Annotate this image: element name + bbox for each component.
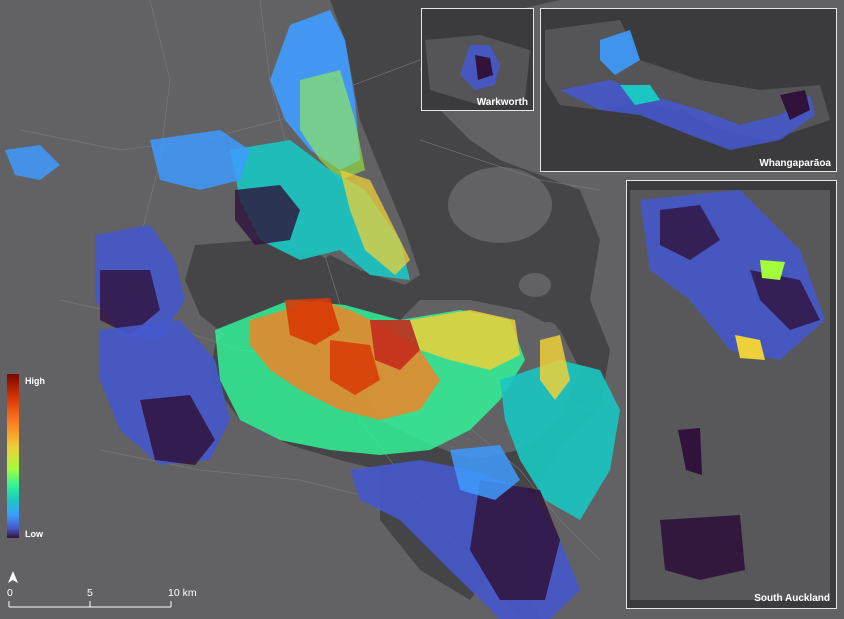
inset-south-auckland-label: South Auckland (754, 593, 830, 604)
inset-whangaparaoa-label: Whangaparāoa (759, 158, 831, 169)
region-eastern-bays (410, 310, 520, 370)
scale-tick-0: 0 (7, 587, 13, 599)
region-northwest (150, 130, 250, 190)
region-west-lower-dark (140, 395, 215, 465)
region-east (500, 360, 620, 520)
region-central-high-2 (370, 320, 420, 370)
region-south-dark (470, 480, 560, 600)
region-north-shore-east (340, 170, 410, 275)
region-central-high-3 (330, 340, 380, 395)
heatmap-regions (5, 10, 620, 619)
legend-color-ramp (7, 374, 19, 538)
inset-south-auckland-map (630, 190, 830, 600)
scale-tick-5: 5 (87, 587, 93, 599)
region-central-high (285, 298, 340, 345)
region-west-coast (5, 145, 60, 180)
region-southeast (450, 445, 520, 500)
north-arrow-icon (8, 571, 18, 583)
region-west-dark (100, 270, 160, 335)
region-north-shore-green (300, 70, 365, 180)
inset-warkworth-map (425, 35, 530, 105)
legend-high-label: High (25, 376, 45, 386)
scale-tick-10: 10 km (168, 587, 197, 599)
legend-low-label: Low (25, 529, 44, 539)
inset-warkworth-label: Warkworth (477, 97, 528, 108)
region-east-peninsula (540, 335, 570, 400)
scale-bar (8, 601, 172, 608)
region-north-shore-dark (235, 185, 300, 245)
inset-whangaparaoa-map (545, 20, 830, 150)
